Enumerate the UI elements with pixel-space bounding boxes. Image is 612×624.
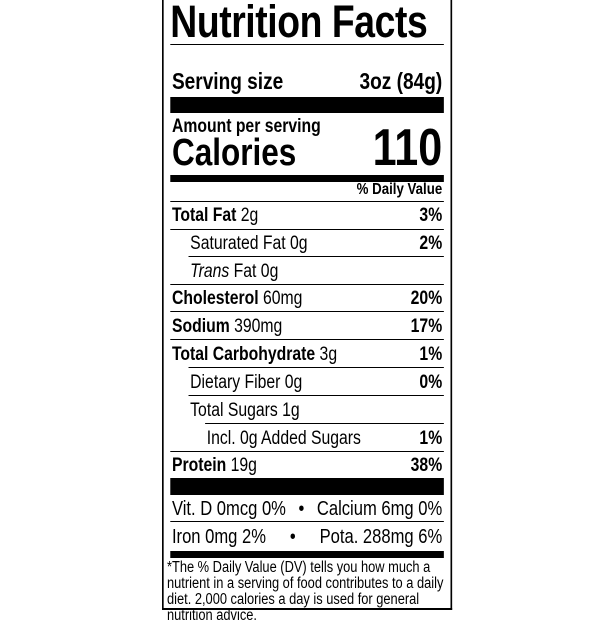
amount-per-serving: Amount per serving: [171, 116, 321, 137]
label-title: Nutrition Facts: [170, 0, 428, 47]
footnote: *The % Daily Value (DV) tells you how mu…: [166, 559, 444, 624]
divider: [170, 201, 444, 202]
serving-size-label: Serving size: [171, 68, 284, 94]
nutrient-row-cholesterol: Cholesterol 60mg 20%: [171, 288, 443, 309]
nutrient-row-protein: Protein 19g 38%: [171, 455, 443, 476]
divider: [170, 339, 444, 340]
thick-divider: [170, 478, 444, 495]
nutrient-row-trans-fat: Trans Fat 0g: [190, 261, 279, 282]
divider: [170, 451, 444, 452]
divider: [170, 284, 444, 285]
divider: [205, 423, 444, 424]
divider: [188, 256, 444, 257]
medium-divider: [170, 551, 444, 558]
nutrient-row-total-fat: Total Fat 2g 3%: [171, 205, 443, 226]
divider: [188, 367, 444, 368]
divider: [170, 521, 444, 522]
thick-divider: [170, 97, 444, 113]
nutrient-row-total-sugars: Total Sugars 1g: [190, 400, 300, 421]
vitamin-row: Vit. D 0mcg 0% • Calcium 6mg 0%: [171, 498, 443, 520]
nutrient-row-total-carbohydrate: Total Carbohydrate 3g 1%: [171, 344, 443, 365]
serving-size-value: 3oz (84g): [359, 68, 443, 94]
serving-size-row: Serving size 3oz (84g): [172, 68, 442, 95]
calories-value: 110: [372, 119, 443, 177]
divider: [188, 395, 444, 396]
divider: [170, 311, 444, 312]
calories-label: Calories: [171, 132, 297, 174]
calories-row: Calories 110: [172, 122, 442, 179]
nutrient-row-added-sugars: Incl. 0g Added Sugars 1%: [206, 428, 443, 449]
divider: [170, 229, 444, 230]
dv-header: % Daily Value: [356, 181, 443, 198]
nutrient-row-saturated-fat: Saturated Fat 0g 2%: [190, 233, 443, 254]
nutrient-row-dietary-fiber: Dietary Fiber 0g 0%: [190, 372, 443, 393]
divider: [170, 44, 444, 45]
vitamin-row: Iron 0mg 2% • Pota. 288mg 6%: [171, 526, 443, 548]
medium-divider: [170, 175, 444, 182]
nutrition-facts-label: Nutrition Facts Serving size 3oz (84g) A…: [162, 0, 453, 624]
nutrient-row-sodium: Sodium 390mg 17%: [171, 316, 443, 337]
